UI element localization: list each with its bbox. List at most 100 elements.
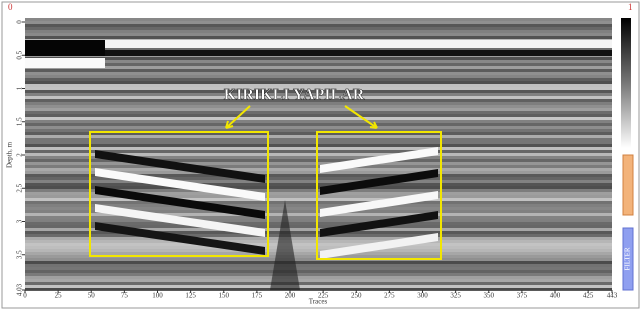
x-tick-label: 425 (583, 292, 594, 300)
stripe (25, 162, 612, 165)
stripe (25, 27, 612, 30)
x-tick-label: 25 (55, 292, 63, 300)
stripe (25, 57, 612, 60)
band (100, 50, 612, 56)
stripe (25, 126, 612, 129)
x-tick-label: 150 (219, 292, 230, 300)
stripe (25, 186, 612, 189)
x-tick-label: 350 (484, 292, 495, 300)
stripe (25, 267, 612, 270)
stripe (25, 276, 612, 279)
band (25, 40, 105, 56)
stripe (25, 249, 612, 252)
stripe (25, 138, 612, 141)
stripe (25, 21, 612, 24)
stripe (25, 282, 612, 285)
x-tick-label: 125 (185, 292, 196, 300)
stripe (25, 36, 612, 39)
x-tick-label: 50 (88, 292, 96, 300)
stripe (25, 180, 612, 183)
corner-label: 0 (8, 2, 13, 12)
band (25, 58, 105, 68)
radargram (25, 18, 612, 291)
stripe (25, 243, 612, 246)
stripe (25, 273, 612, 276)
stripe (25, 141, 612, 144)
stripe (25, 72, 612, 75)
stripe (25, 222, 612, 225)
stripe (25, 30, 612, 33)
side-tab-label: FILTER (624, 247, 632, 270)
x-tick-label: 300 (417, 292, 428, 300)
annotation: KIRIKLI YAPILAR (224, 87, 365, 104)
corner-label: 1 (628, 2, 633, 12)
stripe (25, 147, 612, 150)
stripe (25, 216, 612, 219)
stripe (25, 33, 612, 36)
y-tick-label: 2.5 (16, 183, 24, 192)
x-tick-label: 275 (384, 292, 395, 300)
y-tick-label: 1.5 (16, 117, 24, 126)
side-tab (623, 155, 633, 215)
stripe (25, 144, 612, 147)
stripe (25, 108, 612, 111)
stripe (25, 201, 612, 204)
stripe (25, 240, 612, 243)
x-tick-label: 175 (252, 292, 263, 300)
stripe (25, 60, 612, 63)
stripe (25, 117, 612, 120)
y-tick-label: 3 (16, 219, 24, 223)
stripe (25, 81, 612, 84)
stripe (25, 285, 612, 288)
stripe (25, 75, 612, 78)
stripe (25, 114, 612, 117)
stripe (25, 111, 612, 114)
x-tick-label: 375 (517, 292, 528, 300)
stripe (25, 24, 612, 27)
y-axis-label: Depth, m (6, 141, 14, 168)
stripe (25, 246, 612, 249)
x-tick-label: 250 (351, 292, 362, 300)
band (100, 40, 612, 48)
y-tick-label: 3.5 (16, 250, 24, 259)
x-tick-label: 75 (121, 292, 129, 300)
stripe (25, 150, 612, 153)
stripe (25, 63, 612, 66)
y-tick-label: 4.03 (16, 283, 24, 296)
y-tick-label: 1 (16, 86, 24, 90)
x-tick-label: 200 (285, 292, 296, 300)
stripe (25, 69, 612, 72)
stripe (25, 261, 612, 264)
stripe (25, 165, 612, 168)
x-tick-label: 0 (23, 292, 27, 300)
stripe (25, 135, 612, 138)
stripe (25, 264, 612, 267)
stripe (25, 198, 612, 201)
y-tick-label: 0.5 (16, 50, 24, 59)
y-tick-label: 0 (16, 20, 24, 24)
stripe (25, 270, 612, 273)
stripe (25, 120, 612, 123)
x-tick-label: 325 (450, 292, 461, 300)
stripe (25, 237, 612, 240)
stripe (25, 279, 612, 282)
x-tick-label: 443 (607, 292, 618, 300)
stripe (25, 123, 612, 126)
y-tick-label: 2 (16, 153, 24, 157)
stripe (25, 219, 612, 222)
radargram-view: 0 1 Depth, m Traces FILTER 0255075100125… (0, 0, 642, 311)
stripe (25, 204, 612, 207)
stripe (25, 168, 612, 171)
stripe (25, 252, 612, 255)
x-tick-label: 400 (550, 292, 561, 300)
stripe (25, 78, 612, 81)
stripe (25, 66, 612, 69)
x-tick-label: 100 (152, 292, 163, 300)
stripe (25, 105, 612, 108)
stripe (25, 183, 612, 186)
color-bar (621, 18, 631, 148)
x-tick-label: 225 (318, 292, 329, 300)
stripe (25, 234, 612, 237)
stripe (25, 18, 612, 21)
stripe (25, 288, 612, 291)
